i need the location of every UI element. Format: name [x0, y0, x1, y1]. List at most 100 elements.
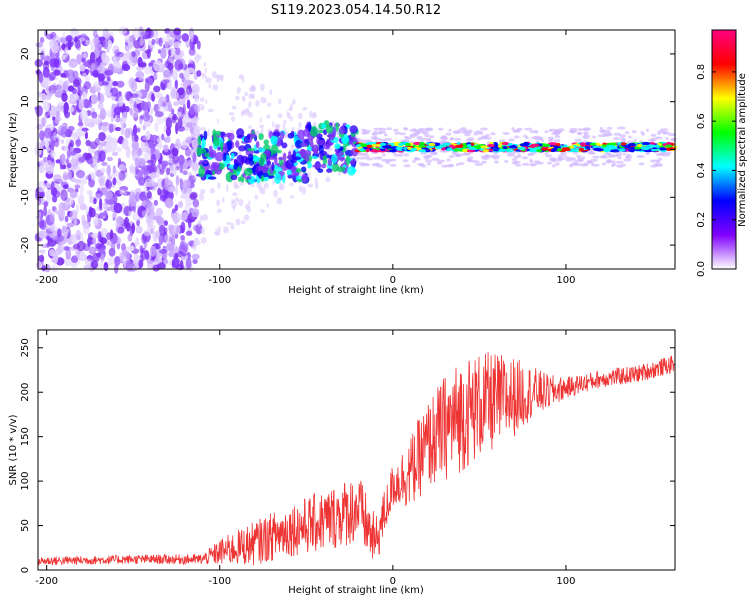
spectrogram-blob [290, 130, 295, 137]
spectrogram-blob [93, 197, 97, 205]
spectrogram-blob [112, 212, 117, 219]
spectrogram-blob [513, 135, 520, 139]
spectrogram-blob [43, 101, 51, 112]
spectrogram-blob [172, 153, 179, 165]
spectrogram-blob [65, 158, 69, 164]
spectrogram-blob [267, 156, 277, 160]
spectrogram-blob [620, 142, 627, 146]
spectrogram-blob [71, 255, 79, 264]
spectrogram-blob [164, 136, 171, 144]
spectrogram-blob [237, 151, 242, 155]
spectrogram-blob [104, 191, 114, 200]
spectrogram-blob [90, 60, 95, 73]
spectrogram-blob [109, 140, 118, 153]
spectrogram-blob [323, 143, 331, 150]
spectrogram-blob [45, 182, 52, 189]
spectrogram-blob [217, 182, 221, 190]
spectrogram-blob [601, 162, 607, 166]
spectrogram-blob [67, 39, 72, 51]
spectrogram-blob [409, 133, 418, 137]
spectrogram-blob [44, 264, 51, 273]
spectrogram-blob [652, 159, 660, 163]
spectrogram-blob [106, 76, 111, 82]
spectrogram-blob [179, 259, 184, 270]
spectrogram-blob [171, 208, 176, 214]
spectrogram-blob [529, 163, 537, 167]
spectrogram-blob [222, 152, 227, 161]
spectrogram-blob [254, 194, 259, 200]
spectrogram-blob [82, 98, 91, 109]
spectrogram-blob [164, 41, 169, 49]
spectrogram-blob [51, 230, 58, 241]
spectrogram-blob [544, 152, 549, 156]
spectrogram-blob [114, 117, 122, 123]
spectrogram-blob [282, 124, 286, 129]
spectrogram-blob [555, 158, 563, 162]
spectrogram-blob [102, 210, 108, 217]
spectrogram-blob [272, 121, 275, 128]
spectrogram-blob [302, 106, 308, 111]
spectrogram-blob [623, 158, 632, 162]
spectrogram-blob [314, 181, 319, 189]
spectrogram-blob [183, 117, 189, 125]
spectrogram-blob [216, 76, 220, 83]
spectrogram-blob [35, 105, 44, 117]
spectrogram-blob [468, 146, 476, 151]
spectrogram-blob [609, 149, 620, 153]
spectrogram-blob [233, 164, 238, 170]
spectrogram-blob [300, 149, 306, 159]
spectrogram-blob [538, 136, 544, 140]
spectrogram-blob [335, 122, 339, 132]
spectrogram-blob [261, 187, 266, 195]
spectrogram-blob [456, 141, 461, 145]
spectrogram-blob [183, 79, 188, 90]
spectrogram-blob [336, 166, 346, 172]
spectrogram-blob [128, 245, 135, 252]
spectrogram-blob [557, 154, 567, 158]
spectrogram-blob [307, 121, 312, 132]
spectrogram-blob [125, 260, 134, 272]
spectrogram-blob [202, 214, 208, 221]
spectrogram-blob [379, 142, 387, 146]
spectrogram-blob [63, 183, 70, 190]
spectrogram-blob [124, 91, 132, 101]
spectrogram-blob [177, 200, 184, 209]
colorbar-tick-label: 0.6 [696, 113, 707, 129]
spectrogram-blob [605, 159, 612, 163]
spectrogram-blob [97, 102, 104, 110]
spectrogram-blob [325, 125, 334, 134]
colorbar-label: Normalized spectral amplitude [737, 73, 748, 227]
spectrogram-blob [53, 209, 61, 214]
spectrogram-blob [420, 151, 428, 155]
spectrogram-blob [517, 146, 526, 150]
spectrogram-blob [105, 199, 115, 205]
spectrogram-blob [334, 148, 339, 153]
spectrogram-blob [154, 111, 164, 118]
spectrogram-blob [114, 49, 120, 58]
spectrogram-blob [102, 38, 109, 50]
spectrogram-blob [441, 164, 449, 168]
spectrogram-blob [330, 147, 333, 151]
spectrogram-blob [168, 259, 172, 266]
spectrogram-blob [371, 132, 379, 136]
spectrogram-blob [39, 160, 45, 167]
spectrogram-blob [508, 138, 516, 142]
spectrogram-blob [112, 165, 116, 174]
spectrogram-blob [75, 204, 80, 215]
spectrogram-blob [356, 137, 361, 141]
spectrogram-blob [63, 101, 69, 113]
spectrogram-blob [440, 147, 446, 151]
spectrogram-blob [179, 72, 184, 79]
spectrogram-blob [497, 144, 502, 148]
spectrogram-blob [650, 133, 657, 137]
spectrogram-blob [149, 245, 157, 257]
spectrogram-blob [601, 144, 607, 148]
spectrogram-blob [360, 163, 365, 167]
spectrogram-blob [643, 146, 651, 150]
snr-xlabel: Height of straight line (km) [288, 585, 424, 596]
spectrogram-blob [104, 78, 114, 90]
spectrogram-blob [151, 38, 156, 46]
spectrogram-blob [153, 85, 161, 93]
spectrogram-blob [39, 190, 45, 199]
colorbar-tick-label: 0.0 [696, 261, 707, 277]
